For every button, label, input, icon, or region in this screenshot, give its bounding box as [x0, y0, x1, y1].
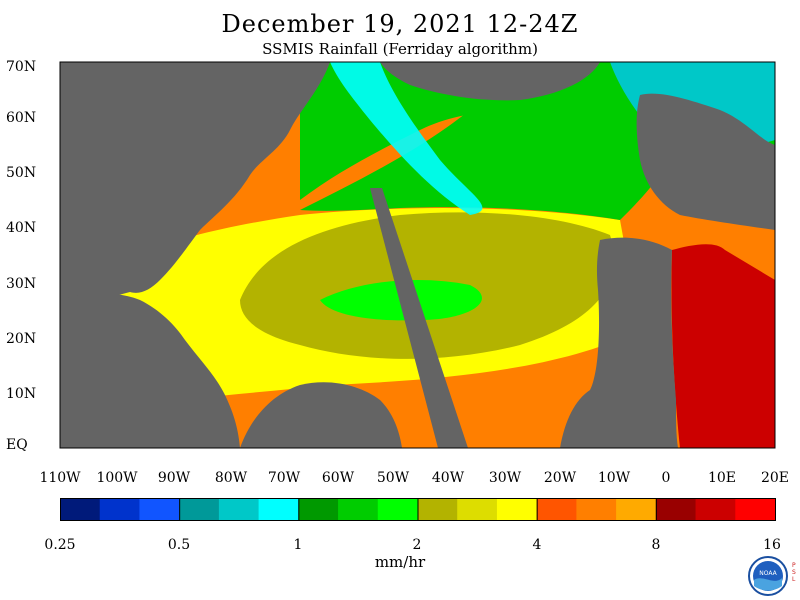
colorbar-swatch [735, 498, 776, 520]
land-greenland [380, 62, 600, 101]
psl-letter: S [792, 569, 796, 576]
colorbar-swatch [576, 498, 617, 520]
colorbar-swatch [338, 498, 379, 520]
data-gap-swath [370, 188, 468, 448]
colorbar-swatch [139, 498, 180, 520]
colorbar-swatch [377, 498, 418, 520]
colorbar-swatch [457, 498, 498, 520]
lat-label-70n: 70N [6, 59, 37, 75]
colorbar-tick-label: 0.5 [167, 537, 191, 553]
psl-letter: L [792, 576, 796, 583]
lat-label-30n: 30N [6, 276, 37, 292]
land-africa [560, 237, 678, 448]
lon-label-70w: 70W [267, 470, 301, 486]
lon-label-20e: 20E [760, 470, 790, 486]
land-south-america [240, 382, 402, 448]
lon-label-40w: 40W [431, 470, 465, 486]
colorbar-swatch [496, 498, 538, 520]
colorbar-tick-label: 0.25 [44, 537, 76, 553]
map-subtitle: SSMIS Rainfall (Ferriday algorithm) [262, 40, 538, 58]
lon-label-10e: 10E [707, 470, 737, 486]
lon-label-30w: 30W [488, 470, 522, 486]
colorbar [60, 498, 776, 521]
lon-label-100w: 100W [96, 470, 138, 486]
colorbar-swatch [60, 498, 101, 520]
colorbar-swatch [616, 498, 657, 520]
lon-label-60w: 60W [321, 470, 355, 486]
colorbar-swatch [655, 498, 697, 520]
noaa-logo-text: NOAA [759, 570, 777, 577]
colorbar-tick-label: 16 [763, 537, 781, 553]
colorbar-swatch [417, 498, 458, 520]
lat-label-60n: 60N [6, 110, 37, 126]
colorbar-swatch [218, 498, 260, 520]
colorbar-tick-label: 2 [412, 537, 422, 553]
noaa-logo[interactable]: NOAA [748, 556, 788, 596]
rainfall-map [59, 61, 776, 449]
psl-letter: P [792, 562, 796, 569]
colorbar-swatch [298, 498, 339, 520]
lon-label-110w: 110W [39, 470, 81, 486]
lon-label-90w: 90W [157, 470, 191, 486]
colorbar-swatch [536, 498, 577, 520]
colorbar-tick-label: 1 [293, 537, 303, 553]
rain-streak-cyan [330, 62, 483, 215]
colorbar-swatch [258, 498, 299, 520]
colorbar-tick-label: 4 [532, 537, 542, 553]
psl-mark: P S L [792, 562, 796, 583]
lon-label-50w: 50W [376, 470, 410, 486]
lat-label-10n: 10N [6, 386, 37, 402]
rain-band-green [300, 96, 671, 220]
colorbar-swatch [99, 498, 140, 520]
lat-label-20n: 20N [6, 331, 37, 347]
rain-patch-red [671, 244, 775, 448]
colorbar-tick-label: 8 [651, 537, 661, 553]
lat-label-50n: 50N [6, 165, 37, 181]
land-central-america [60, 293, 240, 448]
colorbar-swatch [179, 498, 220, 520]
lon-label-10w: 10W [597, 470, 631, 486]
colorbar-units: mm/hr [374, 553, 426, 571]
map-frame [59, 61, 776, 449]
land-north-america [60, 62, 330, 310]
lat-label-eq: EQ [6, 437, 28, 453]
lat-label-40n: 40N [6, 220, 37, 236]
colorbar-swatch [695, 498, 736, 520]
lon-label-0: 0 [661, 470, 671, 486]
land-europe [636, 93, 775, 230]
map-title: December 19, 2021 12-24Z [221, 10, 579, 38]
lon-label-80w: 80W [214, 470, 248, 486]
lon-label-20w: 20W [543, 470, 577, 486]
